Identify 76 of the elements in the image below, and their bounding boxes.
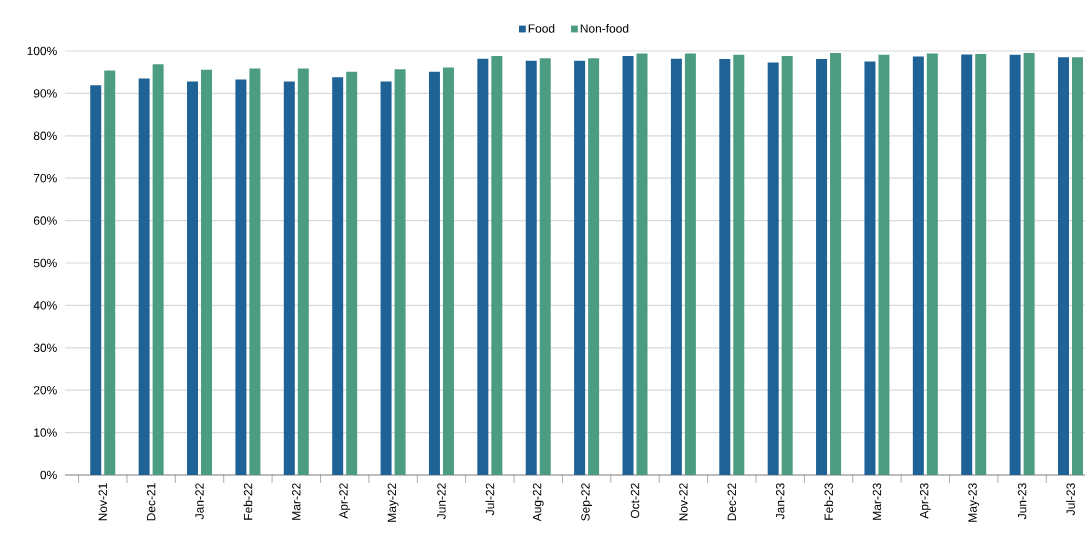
x-tick-label: Oct-22 bbox=[630, 483, 640, 519]
bar bbox=[781, 56, 793, 475]
x-tick-label: Jun-22 bbox=[437, 483, 446, 520]
bar bbox=[912, 56, 924, 475]
y-tick-label: 0% bbox=[40, 470, 57, 480]
x-tick-label: Jul-23 bbox=[1066, 483, 1075, 516]
x-tick-label: Apr-22 bbox=[339, 483, 351, 519]
bar bbox=[1072, 57, 1083, 475]
y-tick-label: 60% bbox=[33, 216, 57, 225]
bar bbox=[733, 54, 745, 475]
x-tick-label: Jan-22 bbox=[195, 483, 204, 520]
bar bbox=[380, 81, 392, 475]
bar bbox=[235, 79, 247, 475]
bar bbox=[864, 61, 876, 475]
bar bbox=[1023, 53, 1035, 475]
y-tick-label: 100% bbox=[27, 46, 57, 56]
bar bbox=[187, 81, 199, 475]
x-tick-label: May-23 bbox=[968, 483, 980, 522]
bar bbox=[816, 59, 828, 475]
bar bbox=[830, 53, 842, 475]
x-tick-label: Mar-23 bbox=[872, 483, 882, 520]
bar bbox=[90, 85, 102, 475]
bar bbox=[428, 71, 440, 475]
bar bbox=[539, 58, 551, 475]
y-tick-label: 90% bbox=[33, 89, 57, 98]
legend-label: Food bbox=[528, 23, 555, 33]
bar bbox=[636, 53, 648, 475]
bar bbox=[684, 53, 696, 475]
x-tick-label: May-22 bbox=[387, 483, 399, 522]
bar bbox=[622, 56, 634, 475]
x-tick-label: Jun-23 bbox=[1017, 483, 1027, 520]
x-tick-label: Dec-22 bbox=[727, 483, 737, 521]
x-tick-label: Apr-23 bbox=[919, 483, 931, 519]
x-tick-label: Feb-22 bbox=[243, 483, 253, 520]
bar bbox=[201, 69, 213, 475]
y-tick-label: 40% bbox=[33, 301, 57, 310]
bar bbox=[975, 53, 987, 475]
bar bbox=[442, 67, 454, 475]
y-tick-label: 50% bbox=[33, 258, 57, 268]
bar bbox=[491, 56, 503, 475]
legend-label: Non-food bbox=[580, 23, 629, 33]
y-tick-label: 80% bbox=[33, 131, 57, 141]
x-tick-label: Nov-22 bbox=[679, 483, 688, 521]
y-tick-label: 20% bbox=[33, 385, 57, 395]
bar bbox=[574, 60, 586, 475]
bar bbox=[1009, 54, 1021, 475]
x-tick-label: Aug-22 bbox=[532, 483, 544, 522]
bar bbox=[138, 78, 150, 475]
x-tick-label: Jul-22 bbox=[485, 483, 495, 516]
y-tick-label: 10% bbox=[34, 428, 57, 437]
x-tick-label: Feb-23 bbox=[824, 483, 833, 520]
bar bbox=[719, 59, 731, 475]
bar bbox=[152, 64, 164, 475]
bar bbox=[346, 71, 358, 475]
bar bbox=[961, 54, 973, 475]
x-tick-label: Mar-22 bbox=[292, 483, 301, 520]
x-tick-label: Sep-22 bbox=[581, 483, 593, 521]
bar bbox=[878, 54, 890, 475]
bar bbox=[767, 62, 779, 475]
bar bbox=[670, 58, 682, 475]
bar bbox=[332, 77, 344, 475]
bar bbox=[283, 81, 295, 475]
bar bbox=[926, 53, 938, 475]
bar bbox=[394, 69, 406, 475]
y-tick-label: 70% bbox=[33, 173, 57, 183]
bar bbox=[1058, 57, 1069, 475]
bar bbox=[477, 58, 489, 475]
x-tick-label: Dec-21 bbox=[146, 483, 156, 521]
bar bbox=[588, 58, 600, 475]
bar bbox=[104, 70, 116, 475]
x-tick-label: Nov-21 bbox=[98, 483, 107, 521]
bar bbox=[249, 68, 261, 475]
y-tick-label: 30% bbox=[33, 343, 57, 353]
x-tick-label: Jan-23 bbox=[775, 483, 785, 520]
bar bbox=[525, 60, 537, 475]
bar bbox=[297, 68, 309, 475]
